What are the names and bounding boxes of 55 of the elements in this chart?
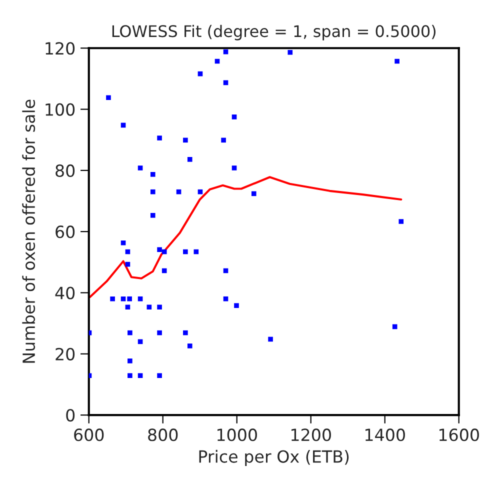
point (157, 373, 162, 378)
point (106, 95, 111, 100)
point (223, 296, 228, 302)
y-tick-label: 100 (46, 103, 75, 116)
point (183, 138, 188, 143)
point (232, 166, 237, 170)
x-tick-label: 1200 (291, 428, 331, 442)
point (232, 114, 237, 120)
point (138, 296, 143, 302)
x-tick-label: 1000 (217, 428, 257, 442)
x-tick-label: 1400 (365, 428, 405, 442)
point (125, 304, 130, 310)
point (157, 136, 162, 140)
point (128, 358, 132, 364)
point (234, 303, 239, 308)
chart-title: LOWESS Fit (degree = 1, span = 0.5000) (112, 24, 436, 40)
point (162, 249, 167, 254)
x-tick-label: 600 (74, 428, 104, 442)
point (128, 373, 132, 378)
point (157, 247, 162, 252)
point (120, 296, 126, 302)
point (268, 336, 273, 342)
point (251, 191, 256, 196)
x-tick-label: 1600 (439, 428, 479, 442)
point (157, 330, 162, 336)
point (183, 249, 188, 254)
y-axis-title: Number of oxen offered for sale (22, 100, 36, 363)
point (221, 138, 226, 143)
x-tick-label: 800 (148, 428, 178, 442)
point (120, 240, 126, 246)
y-tick-label: 20 (56, 348, 75, 360)
line-series (88, 176, 402, 298)
point (128, 330, 132, 336)
point (138, 166, 143, 170)
point (394, 58, 400, 64)
point (157, 304, 162, 310)
y-tick-label: 80 (56, 164, 75, 177)
y-tick-label: 40 (55, 286, 75, 300)
point (187, 157, 192, 162)
point (150, 172, 156, 177)
point (162, 268, 167, 274)
point (187, 344, 192, 348)
point (146, 304, 152, 310)
point (138, 373, 143, 378)
point (110, 296, 115, 302)
point (183, 330, 188, 336)
point (127, 296, 132, 302)
point (150, 189, 156, 194)
y-tick-label: 120 (46, 42, 75, 55)
y-tick-label: 0 (66, 409, 75, 422)
point (288, 50, 293, 55)
point (398, 219, 404, 224)
point (150, 212, 156, 218)
y-tick-label: 60 (56, 226, 75, 238)
x-axis-title: Price per Ox (ETB) (199, 450, 349, 466)
